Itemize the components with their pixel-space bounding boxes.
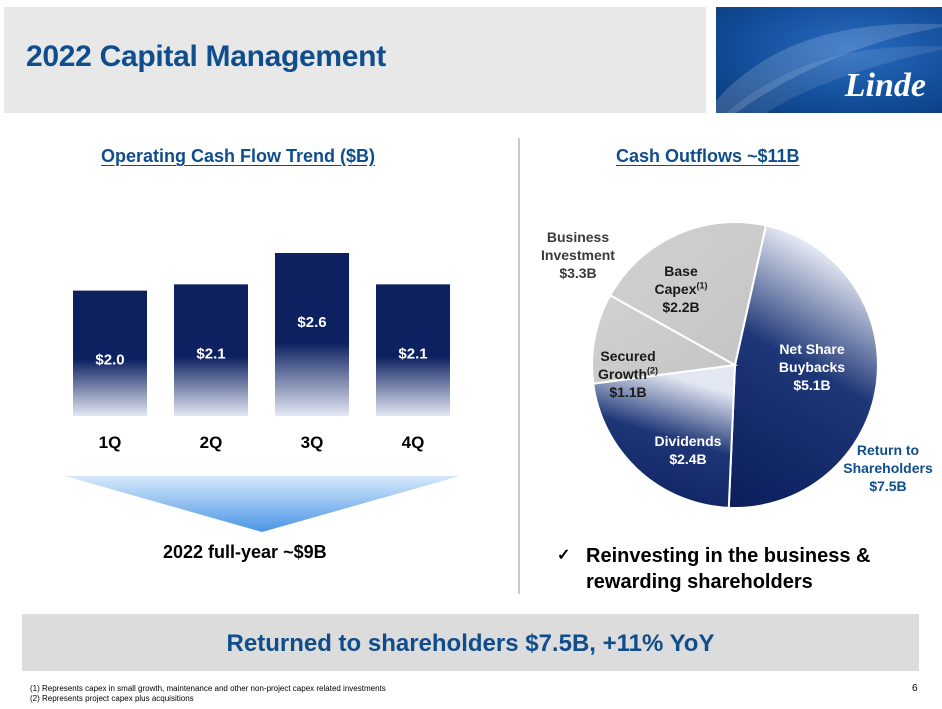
footnote-1: (1) Represents capex in small growth, ma… bbox=[30, 684, 386, 693]
net-share-buybacks-line1: Net Share bbox=[779, 341, 845, 357]
secured-growth-footnote-ref: (2) bbox=[647, 365, 658, 376]
title-band bbox=[4, 7, 706, 113]
checkmark-text: Reinvesting in the business & rewarding … bbox=[586, 545, 871, 593]
bar-2Q bbox=[174, 284, 248, 416]
checkmark-icon: ✓ bbox=[557, 547, 571, 564]
business-investment-line2: Investment bbox=[541, 247, 615, 264]
base-capex-line2: Capex bbox=[654, 281, 697, 298]
full-year-arrow bbox=[65, 476, 460, 532]
pie-slice-secured-growth bbox=[590, 293, 739, 385]
bar-category-label: 4Q bbox=[402, 433, 425, 452]
bar-value-label: $2.1 bbox=[196, 345, 225, 362]
secured-growth-value: $1.1B bbox=[609, 384, 647, 401]
logo-wordmark: Linde bbox=[844, 67, 926, 104]
base-capex-line1: Base bbox=[664, 263, 698, 279]
dividends-line1: Dividends bbox=[654, 433, 722, 449]
linde-logo: Linde bbox=[716, 7, 942, 113]
cash-outflows-title: Cash Outflows ~$11B bbox=[616, 146, 800, 166]
bar-4Q bbox=[376, 284, 450, 416]
vertical-divider bbox=[518, 138, 520, 594]
bar-category-label: 3Q bbox=[301, 433, 324, 452]
net-share-buybacks-line2: Buybacks bbox=[778, 359, 846, 376]
bar-category-label: 1Q bbox=[99, 433, 122, 452]
pie-slice-base-capex bbox=[608, 221, 768, 367]
secured-growth-label: Secured Growth(2) $1.1B bbox=[586, 347, 670, 402]
base-capex-value: $2.2B bbox=[662, 299, 700, 316]
page-title: 2022 Capital Management bbox=[26, 40, 386, 73]
return-to-shareholders-label: Return to Shareholders $7.5B bbox=[834, 441, 942, 496]
full-year-label: 2022 full-year ~$9B bbox=[163, 542, 327, 562]
base-capex-label: Base Capex(1) $2.2B bbox=[638, 262, 724, 317]
business-investment-label: Business Investment $3.3B bbox=[523, 228, 633, 283]
ocf-bar-chart: $2.0 1Q $2.1 2Q $2.6 3Q $2.1 4Q bbox=[65, 253, 460, 532]
page-number: 6 bbox=[912, 683, 918, 694]
bar-3Q bbox=[275, 253, 349, 416]
bar-value-label: $2.1 bbox=[398, 345, 427, 362]
base-capex-footnote-ref: (1) bbox=[696, 280, 708, 291]
pie-slice-dividends bbox=[592, 363, 737, 509]
bar-value-label: $2.0 bbox=[95, 352, 124, 369]
logo-swoosh bbox=[716, 23, 942, 113]
ocf-chart-title: Operating Cash Flow Trend ($B) bbox=[101, 146, 376, 166]
return-to-shareholders-value: $7.5B bbox=[869, 478, 907, 495]
pie-slice-net-share-buybacks bbox=[727, 224, 879, 509]
business-investment-line1: Business bbox=[546, 229, 610, 245]
secured-growth-line1: Secured bbox=[600, 348, 656, 364]
bar-category-label: 2Q bbox=[200, 433, 223, 452]
bar-1Q bbox=[73, 290, 147, 416]
return-to-shareholders-line2: Shareholders bbox=[843, 460, 933, 477]
summary-banner: Returned to shareholders $7.5B, +11% YoY bbox=[22, 614, 919, 671]
return-to-shareholders-line1: Return to bbox=[856, 442, 920, 458]
summary-banner-text: Returned to shareholders $7.5B, +11% YoY bbox=[226, 630, 715, 657]
business-investment-value: $3.3B bbox=[559, 265, 597, 282]
secured-growth-line2: Growth bbox=[598, 366, 647, 383]
net-share-buybacks-label: Net Share Buybacks $5.1B bbox=[762, 340, 862, 395]
cash-outflows-pie-chart bbox=[590, 221, 879, 509]
net-share-buybacks-value: $5.1B bbox=[793, 377, 831, 394]
bar-value-label: $2.6 bbox=[297, 314, 326, 331]
dividends-label: Dividends $2.4B bbox=[638, 432, 738, 468]
dividends-value: $2.4B bbox=[669, 451, 707, 468]
footnote-2: (2) Represents project capex plus acquis… bbox=[30, 694, 194, 703]
